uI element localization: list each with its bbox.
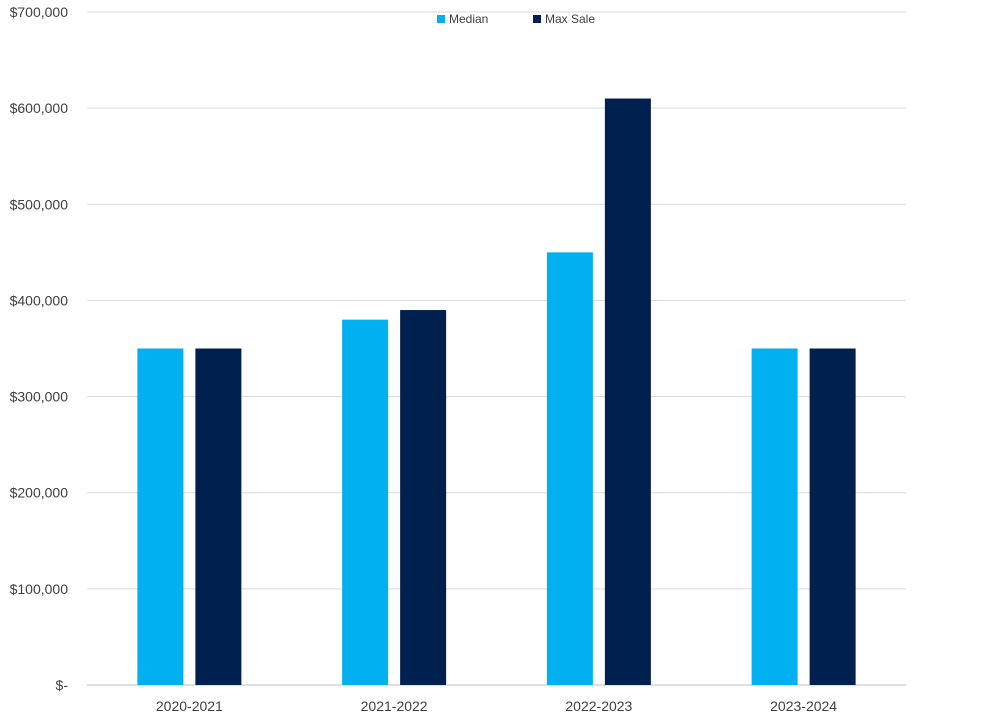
y-tick-label: $200,000 — [10, 485, 69, 501]
y-tick-label: $300,000 — [10, 389, 69, 405]
bar-median — [751, 348, 798, 685]
x-axis-tick-labels: 2020-2021 2021-2022 2022-2023 2023-2024 — [156, 698, 837, 714]
bar-max-sale — [195, 348, 242, 685]
legend-label: Max Sale — [545, 12, 595, 26]
bar-median — [546, 252, 593, 685]
legend-swatch — [533, 15, 541, 23]
y-tick-label: $600,000 — [10, 100, 69, 116]
x-tick-label: 2023-2024 — [770, 698, 837, 714]
y-tick-label: $700,000 — [10, 4, 69, 20]
legend: Median Max Sale — [437, 12, 595, 26]
bars — [137, 98, 856, 686]
y-tick-label: $400,000 — [10, 292, 69, 308]
y-tick-label: $100,000 — [10, 581, 69, 597]
bar-median — [342, 319, 389, 685]
legend-label: Median — [449, 12, 488, 26]
bar-median — [137, 348, 184, 685]
bar-max-sale — [400, 310, 447, 685]
bar-max-sale — [809, 348, 856, 685]
y-axis-tick-labels: $- $100,000 $200,000 $300,000 $400,000 $500,0… — [10, 4, 69, 693]
x-tick-label: 2020-2021 — [156, 698, 223, 714]
y-tick-label: $500,000 — [10, 196, 69, 212]
x-tick-label: 2022-2023 — [565, 698, 632, 714]
legend-swatch — [437, 15, 445, 23]
x-tick-label: 2021-2022 — [361, 698, 428, 714]
y-tick-label: $- — [56, 677, 69, 693]
bar-max-sale — [604, 98, 651, 686]
